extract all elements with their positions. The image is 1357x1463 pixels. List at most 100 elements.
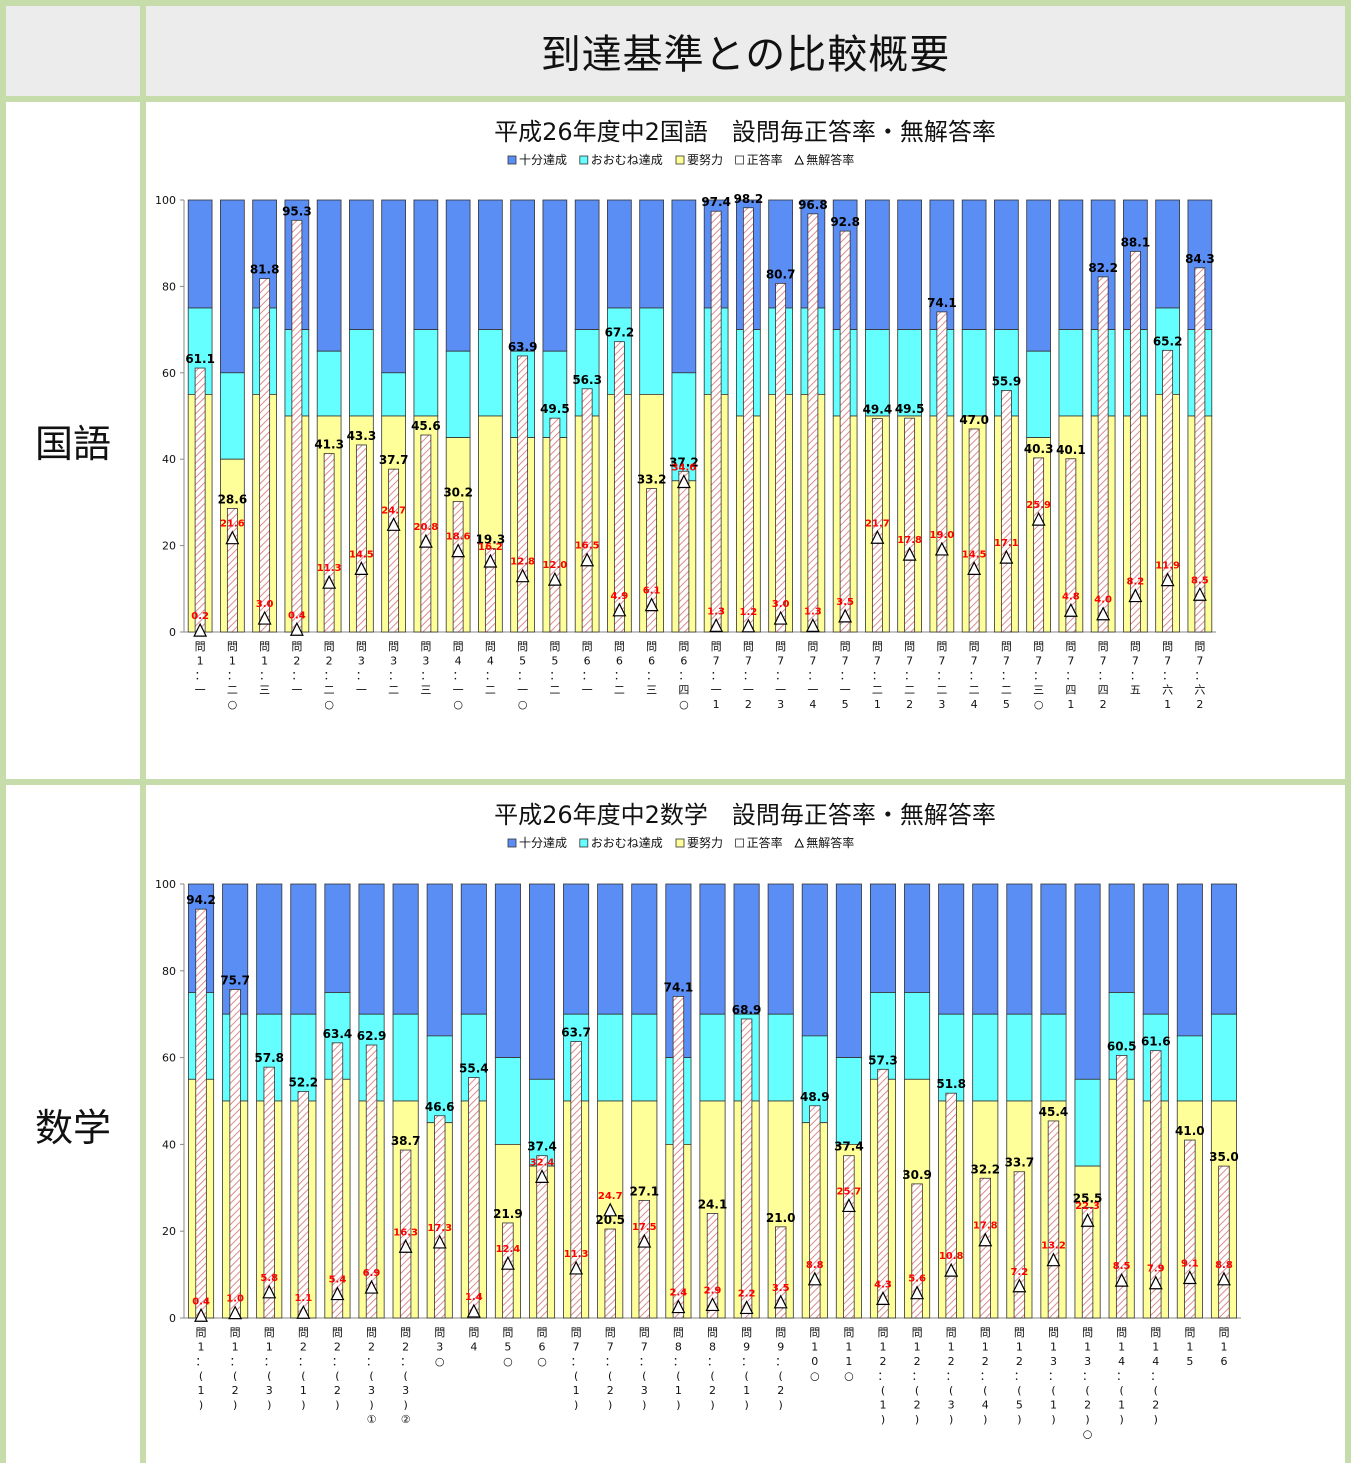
- bar-group: 62.9 6.9: [357, 883, 386, 1319]
- x-tick-label: ○: [1083, 1428, 1093, 1441]
- bar-full-segment: [445, 199, 471, 352]
- x-tick-label: (: [642, 1370, 646, 1383]
- x-tick-label: 3: [358, 655, 365, 668]
- x-tick-label: (: [983, 1384, 987, 1397]
- correct-rate-label: 21.9: [493, 1207, 523, 1221]
- correct-rate-label: 74.1: [927, 296, 957, 310]
- bar-full-segment: [671, 199, 697, 374]
- x-tick-label: 問: [877, 1326, 888, 1339]
- x-tick-label: ): [267, 1399, 271, 1412]
- bar-full-segment: [478, 199, 503, 331]
- x-tick-label: 5: [551, 655, 558, 668]
- x-tick-label: 6: [648, 655, 655, 668]
- bar-correct-rate: [774, 1226, 787, 1319]
- x-tick-label: 0: [811, 1355, 818, 1368]
- noanswer-marker: [1192, 586, 1207, 601]
- x-tick-label: 一: [195, 684, 206, 697]
- x-tick-label: 問: [420, 640, 431, 653]
- bar-effort-segment: [767, 1100, 794, 1319]
- x-tick-label: 二: [227, 684, 238, 697]
- x-tick-label: 7: [1035, 655, 1042, 668]
- y-tick-label: 80: [162, 280, 176, 293]
- x-tick-label: 問: [775, 1326, 786, 1339]
- noanswer-rate-label: 21.7: [865, 518, 890, 529]
- x-tick-label: 1: [266, 1341, 273, 1354]
- bar-full-segment: [904, 883, 931, 993]
- correct-rate-label: 33.2: [637, 473, 667, 487]
- x-tick-label: ): [1120, 1413, 1124, 1426]
- correct-rate-label: 81.8: [250, 263, 280, 277]
- bar-mostly-segment: [767, 1013, 794, 1102]
- legend-swatch-1: [579, 838, 589, 848]
- bar-correct-rate: [877, 1068, 889, 1319]
- table-row-divider-2: [0, 779, 1351, 785]
- x-tick-label: 問: [912, 1326, 923, 1339]
- x-tick-label: 問: [969, 640, 980, 653]
- x-tick-label: 2: [326, 655, 333, 668]
- bar-full-segment: [494, 883, 521, 1059]
- x-tick-label: ：: [1116, 1370, 1127, 1383]
- bar-correct-rate: [775, 282, 787, 633]
- correct-rate-label: 40.1: [1056, 443, 1086, 457]
- bar-mostly-segment: [1058, 329, 1084, 417]
- bar-group: 92.8 3.5: [830, 199, 860, 633]
- noanswer-marker: [773, 610, 788, 625]
- bar-full-segment: [869, 883, 896, 993]
- correct-rate-label: 57.3: [868, 1053, 898, 1067]
- bar-correct-rate: [1000, 390, 1012, 633]
- x-tick-label: 4: [971, 698, 978, 711]
- x-tick-label: (: [1085, 1384, 1089, 1397]
- noanswer-marker: [1182, 1270, 1197, 1285]
- bar-group: 56.3 16.5: [572, 199, 602, 633]
- x-tick-label: (: [1051, 1384, 1055, 1397]
- x-tick-label: 1: [1016, 1341, 1023, 1354]
- x-tick-label: 1: [874, 698, 881, 711]
- correct-rate-label: 20.5: [595, 1213, 625, 1227]
- bar-full-segment: [631, 883, 658, 1015]
- bar-correct-rate: [468, 1077, 480, 1319]
- bar-full-segment: [460, 883, 487, 1015]
- noanswer-rate-label: 34.6: [672, 463, 697, 474]
- correct-rate-label: 37.7: [379, 453, 409, 467]
- x-tick-label: 1: [229, 655, 236, 668]
- x-tick-label: 2: [334, 1341, 341, 1354]
- x-tick-label: ：: [1194, 669, 1205, 682]
- bar-mostly-segment: [699, 1013, 726, 1102]
- noanswer-marker: [841, 1198, 856, 1213]
- x-tick-label: 問: [639, 1326, 650, 1339]
- bar-mostly-segment: [904, 992, 931, 1080]
- x-tick-label: ：: [673, 1355, 684, 1368]
- x-tick-label: 2: [948, 1355, 955, 1368]
- noanswer-rate-label: 7.2: [1011, 1267, 1029, 1278]
- x-tick-label: 二: [485, 684, 496, 697]
- x-tick-label: ○: [810, 1370, 820, 1383]
- bar-correct-rate: [968, 428, 980, 633]
- bar-mostly-segment: [1108, 992, 1135, 1080]
- bar-group: 49.5 17.8: [895, 199, 924, 633]
- x-tick-label: ): [1017, 1413, 1021, 1426]
- bar-mostly-segment: [961, 329, 987, 417]
- correct-rate-label: 51.8: [936, 1077, 966, 1091]
- bar-group: 27.1 17.5: [630, 883, 659, 1319]
- bar-correct-rate: [388, 468, 400, 633]
- noanswer-rate-label: 8.8: [806, 1260, 824, 1271]
- noanswer-marker: [354, 561, 369, 575]
- x-tick-label: 問: [1218, 1326, 1229, 1339]
- x-tick-label: 2: [914, 1355, 921, 1368]
- noanswer-rate-label: 4.8: [1062, 591, 1080, 602]
- bar-full-segment: [1058, 199, 1084, 331]
- correct-rate-label: 96.8: [798, 198, 828, 212]
- noanswer-marker: [637, 1233, 652, 1248]
- x-tick-label: ：: [1014, 1370, 1025, 1383]
- bar-full-segment: [1074, 883, 1101, 1080]
- x-tick-label: ): [301, 1399, 305, 1412]
- correct-rate-label: 19.3: [476, 533, 506, 547]
- x-tick-label: 7: [713, 655, 720, 668]
- bar-full-segment: [607, 199, 632, 309]
- noanswer-marker: [398, 1238, 413, 1253]
- noanswer-marker: [466, 1303, 481, 1318]
- x-tick-label: 2: [334, 1384, 341, 1397]
- noanswer-marker: [709, 618, 724, 632]
- bar-correct-rate: [331, 1042, 344, 1319]
- x-tick-label: 二: [1001, 684, 1012, 697]
